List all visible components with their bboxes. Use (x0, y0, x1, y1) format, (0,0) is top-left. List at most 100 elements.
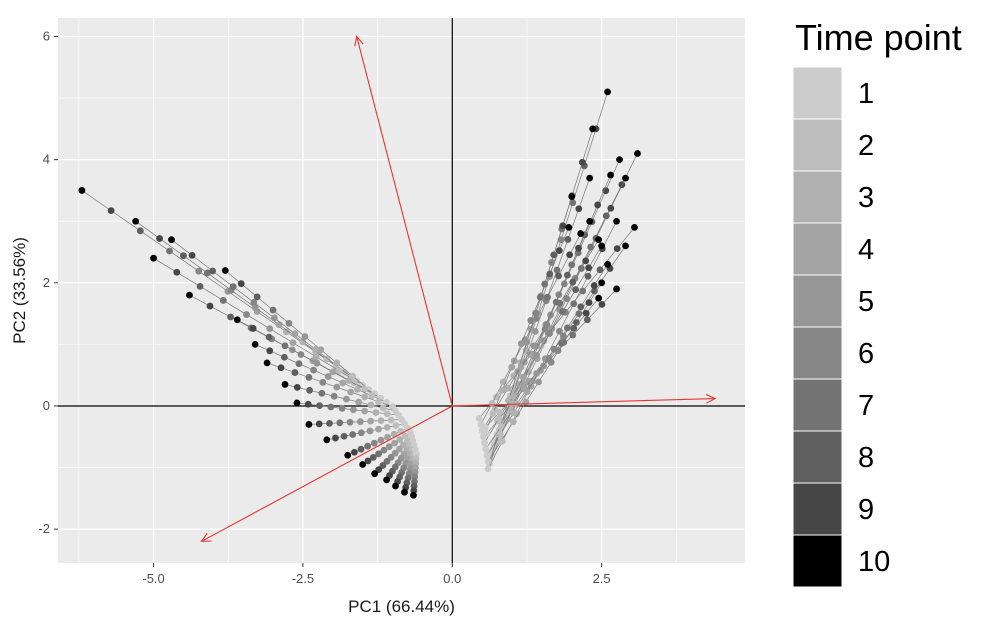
data-point (291, 330, 299, 338)
data-point (361, 407, 369, 415)
data-point (483, 430, 491, 438)
data-point (357, 429, 365, 437)
data-point (508, 363, 516, 371)
axis-ticks: -5.0 -2.5 0.0 2.5 -2 0 2 4 6 (38, 28, 610, 586)
data-point (594, 201, 602, 209)
data-point (559, 332, 567, 340)
trajectory-line (254, 344, 387, 403)
data-point (291, 369, 299, 376)
data-point (536, 293, 544, 301)
data-point (280, 353, 288, 361)
data-point (285, 319, 293, 327)
data-point (392, 422, 400, 430)
data-point (319, 378, 327, 386)
data-point (295, 360, 303, 368)
data-point (510, 372, 518, 380)
data-point (497, 423, 505, 430)
data-point (316, 402, 323, 410)
data-point (484, 465, 492, 473)
data-point (310, 366, 317, 374)
legend-swatch (792, 118, 843, 172)
trajectory-line (481, 239, 599, 431)
data-point (330, 392, 338, 400)
data-point (591, 287, 598, 295)
data-point (586, 174, 594, 182)
data-point (495, 415, 503, 423)
data-point (391, 449, 399, 457)
legend-label: 8 (858, 442, 874, 474)
data-point (613, 285, 620, 293)
x-tick-label: 0.0 (443, 571, 461, 586)
data-point (317, 346, 325, 354)
data-point (535, 378, 542, 386)
data-point (573, 319, 580, 326)
data-point (250, 298, 258, 306)
y-tick-label: -2 (38, 521, 50, 536)
data-point (383, 476, 390, 484)
data-point (332, 434, 339, 442)
data-point (229, 283, 237, 291)
data-point (401, 488, 408, 496)
data-point (577, 303, 585, 311)
legend-swatch (792, 66, 843, 120)
data-point (203, 269, 211, 277)
legend: Time point 1 2 3 4 5 6 7 8 9 10 (792, 17, 962, 588)
data-point (387, 416, 395, 424)
legend-swatch (792, 378, 843, 432)
data-point (345, 377, 353, 384)
data-point (556, 299, 564, 307)
data-point (289, 339, 297, 347)
data-point (281, 342, 289, 350)
y-tick-label: 6 (43, 28, 50, 43)
data-point (305, 374, 313, 381)
data-point (555, 247, 563, 255)
data-point (568, 193, 576, 200)
data-point (339, 379, 347, 387)
reference-lines (58, 18, 745, 563)
data-point (613, 217, 620, 225)
data-point (607, 171, 614, 179)
data-point (306, 386, 313, 394)
data-point (569, 199, 577, 207)
data-point (488, 399, 496, 407)
data-point (544, 293, 551, 301)
data-point (196, 282, 204, 290)
data-point (275, 321, 283, 329)
data-point (266, 325, 274, 333)
loading-arrow (356, 36, 453, 407)
data-point (326, 419, 333, 427)
data-point (347, 388, 355, 396)
trajectory-line (486, 297, 599, 434)
data-point (602, 187, 610, 195)
data-point (361, 385, 369, 393)
data-point (304, 400, 312, 408)
data-point (558, 339, 565, 347)
data-point (550, 251, 558, 259)
x-tick-label: 2.5 (593, 571, 611, 586)
data-point (367, 401, 375, 409)
data-point (517, 363, 525, 371)
trajectory-line (488, 221, 591, 464)
data-point (590, 282, 598, 289)
data-point (359, 461, 367, 468)
data-point (532, 314, 540, 322)
data-point (482, 445, 490, 453)
data-point (377, 417, 385, 425)
data-point (327, 403, 335, 411)
trajectory-line (153, 257, 363, 386)
data-point (540, 362, 547, 370)
loading-arrows (200, 35, 717, 543)
data-point (410, 491, 417, 499)
data-point (604, 260, 611, 268)
data-point (318, 389, 326, 397)
data-point (563, 324, 571, 332)
data-point (589, 125, 597, 133)
data-point (297, 351, 305, 358)
data-point (372, 409, 380, 416)
data-point (343, 395, 350, 403)
data-point (563, 271, 571, 279)
legend-swatch (792, 222, 843, 276)
loading-arrow (452, 398, 716, 407)
trajectory-line (266, 362, 393, 407)
data-point (546, 330, 553, 337)
